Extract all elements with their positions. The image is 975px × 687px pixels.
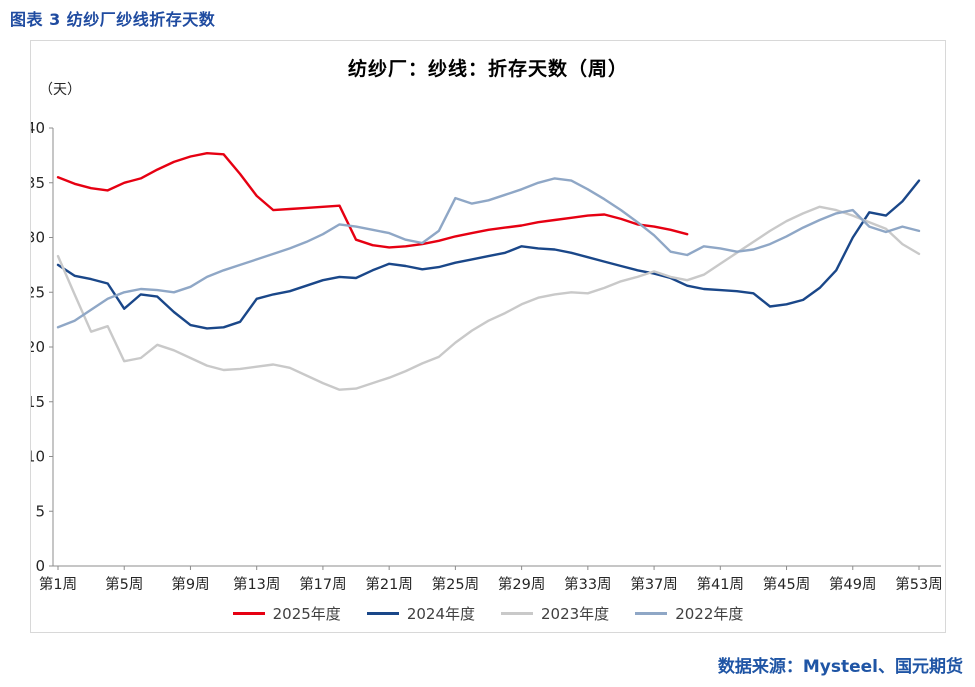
x-tick-label: 第53周 bbox=[895, 575, 942, 593]
legend-swatch bbox=[232, 612, 265, 615]
y-axis-unit-label: （天） bbox=[39, 82, 81, 98]
y-tick-label: 5 bbox=[35, 502, 45, 520]
x-tick-label: 第41周 bbox=[697, 575, 744, 593]
legend-item-2024年度: 2024年度 bbox=[366, 603, 475, 624]
y-tick-label: 40 bbox=[31, 119, 45, 137]
x-tick-label: 第37周 bbox=[630, 575, 677, 593]
chart-title: 纺纱厂：纱线：折存天数（周） bbox=[347, 58, 628, 80]
legend-label: 2023年度 bbox=[541, 605, 610, 623]
legend-swatch bbox=[366, 612, 399, 615]
x-tick-label: 第45周 bbox=[763, 575, 810, 593]
figure-caption: 图表 3 纺纱厂纱线折存天数 bbox=[10, 10, 216, 29]
y-tick-label: 30 bbox=[31, 229, 45, 247]
chart-container: 纺纱厂：纱线：折存天数（周） （天） 0 5 10 15 20 25 30 35 40 第1周 第5… bbox=[30, 40, 946, 633]
legend-swatch bbox=[501, 612, 533, 615]
y-tick-label: 0 bbox=[35, 557, 45, 575]
legend-item-2023年度: 2023年度 bbox=[501, 603, 609, 624]
x-tick-label: 第49周 bbox=[829, 575, 876, 593]
x-tick-label: 第17周 bbox=[299, 575, 346, 593]
plot-svg: 0 5 10 15 20 25 30 35 40 第1周 第5周 第9周 第13周 第17周 第21周 第25… bbox=[31, 119, 943, 593]
x-tick-label: 第5周 bbox=[105, 575, 143, 593]
x-tick-label: 第1周 bbox=[39, 575, 77, 593]
y-tick-label: 35 bbox=[31, 174, 45, 192]
legend-label: 2025年度 bbox=[272, 605, 341, 623]
series-line-2022年度 bbox=[56, 177, 921, 329]
data-source-note: 数据来源：Mysteel、国元期货 bbox=[717, 657, 963, 677]
x-tick-label: 第33周 bbox=[564, 575, 611, 593]
series-line-2024年度 bbox=[56, 179, 921, 330]
x-tick-label: 第25周 bbox=[432, 575, 479, 593]
legend-swatch bbox=[635, 612, 668, 615]
series-line-2025年度 bbox=[56, 151, 689, 249]
legend-item-2025年度: 2025年度 bbox=[232, 603, 341, 624]
x-tick-label: 第9周 bbox=[171, 575, 209, 593]
y-tick-label: 20 bbox=[31, 338, 45, 356]
x-tick-label: 第29周 bbox=[498, 575, 545, 593]
y-tick-label: 15 bbox=[31, 393, 45, 411]
legend-label: 2024年度 bbox=[406, 605, 475, 623]
x-tick-label: 第21周 bbox=[365, 575, 412, 593]
legend-item-2022年度: 2022年度 bbox=[635, 603, 743, 624]
y-tick-label: 25 bbox=[31, 283, 45, 301]
legend: 2025年度 2024年度 2023年度 2022年度 bbox=[31, 603, 945, 624]
y-tick-label: 10 bbox=[31, 448, 45, 466]
x-tick-label: 第13周 bbox=[233, 575, 280, 593]
series-line-2023年度 bbox=[56, 205, 921, 391]
legend-label: 2022年度 bbox=[675, 605, 744, 623]
